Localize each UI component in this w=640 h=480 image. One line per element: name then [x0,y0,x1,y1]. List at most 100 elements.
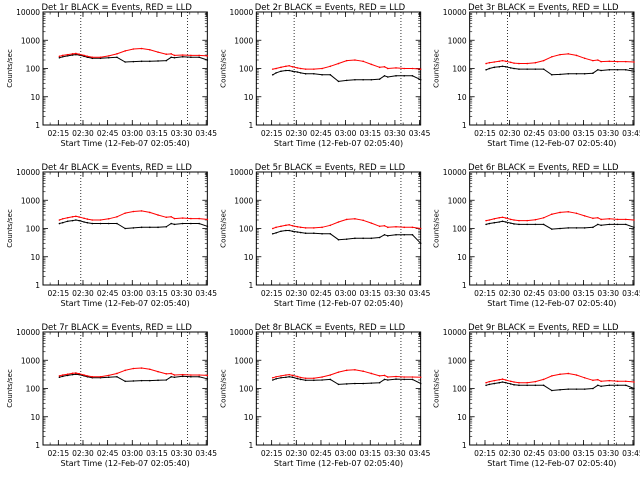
data-point [354,382,356,385]
data-point [526,381,528,384]
data-point [157,379,159,382]
data-point [140,379,143,382]
data-point [633,226,635,229]
data-point [378,375,381,377]
y-tick-label: 100 [452,225,467,234]
x-tick-label: 03:30 [384,129,406,138]
data-point [386,226,389,229]
x-tick-label: 03:15 [359,449,381,458]
data-point [173,56,176,59]
x-tick-label: 03:30 [597,449,619,458]
data-point [592,72,594,75]
data-point [370,237,373,240]
x-tick-label: 03:30 [171,129,193,138]
y-tick-label: 1000 [448,36,467,45]
data-point [592,379,594,382]
data-point [419,382,422,385]
data-point [403,75,406,77]
data-point [354,78,356,81]
x-tick-label: 03:45 [622,289,640,298]
data-point [518,223,520,226]
data-point [395,233,397,236]
data-point [542,223,545,226]
y-tick-label: 100 [452,65,467,74]
data-point [575,374,578,376]
y-axis-label: Counts/sec [6,49,14,88]
x-tick-label: 03:30 [171,449,193,458]
x-axis-label: Start Time (12-Feb-07 02:05:40) [61,459,190,468]
data-point [329,374,332,376]
data-point [411,378,414,381]
y-tick-label: 10 [30,93,40,102]
chart-panel-9: Det 9r BLACK = Events, RED = LLD 1 10 100 10… [433,323,640,468]
data-point [345,369,348,372]
data-point [411,75,414,77]
data-point [288,224,290,226]
data-point [275,375,277,378]
data-point [99,375,102,378]
data-point [411,67,414,70]
data-point [99,56,102,59]
data-point [296,377,299,380]
data-point [337,383,340,386]
data-point [534,68,537,70]
data-point [190,56,192,59]
data-point [551,228,553,230]
data-point [597,378,599,381]
x-axis-label: Start Time (12-Feb-07 02:05:40) [274,139,403,148]
data-point [509,383,512,385]
plot-frame [469,11,635,126]
x-tick-label: 03:00 [548,449,570,458]
y-tick-label: 10000 [16,168,40,177]
y-axis-label: Counts/sec [219,209,227,248]
data-point [198,54,200,57]
data-point [567,227,570,229]
data-point [71,373,74,376]
data-point [149,368,151,371]
y-tick-label: 1000 [21,196,40,205]
data-point [86,218,89,220]
y-tick-label: 1 [249,441,254,450]
data-point [551,55,553,58]
series-line-events [485,65,635,76]
data-point [542,384,545,387]
data-point [411,226,414,229]
data-point [271,232,274,235]
data-point [633,70,635,73]
data-point [592,226,594,229]
data-point [362,219,364,222]
data-point [513,219,515,221]
data-point [107,376,110,379]
x-tick-label: 02:15 [48,129,70,138]
x-axis-label: Start Time (12-Feb-07 02:05:40) [61,299,190,308]
data-point [321,376,323,378]
plot-frame [469,331,635,446]
data-point [329,232,332,235]
data-point [633,381,635,383]
data-point [509,61,512,64]
data-point [321,67,323,70]
y-tick-label: 1000 [234,36,253,45]
data-point [170,372,172,375]
x-tick-label: 03:00 [548,129,570,138]
data-point [551,389,553,392]
x-tick-label: 03:15 [359,129,381,138]
data-point [354,218,356,220]
data-point [386,376,389,378]
data-point [403,226,406,229]
data-point [513,67,515,70]
x-tick-label: 02:30 [499,289,521,298]
data-point [624,68,627,71]
data-point [165,225,168,228]
data-point [559,211,561,214]
data-point [149,379,151,382]
data-point [66,216,69,219]
data-point [58,55,61,58]
data-point [509,218,512,221]
data-point [600,224,602,227]
data-point [485,68,487,71]
data-point [140,60,143,63]
data-point [78,216,80,218]
data-point [583,376,586,379]
data-point [608,60,611,63]
